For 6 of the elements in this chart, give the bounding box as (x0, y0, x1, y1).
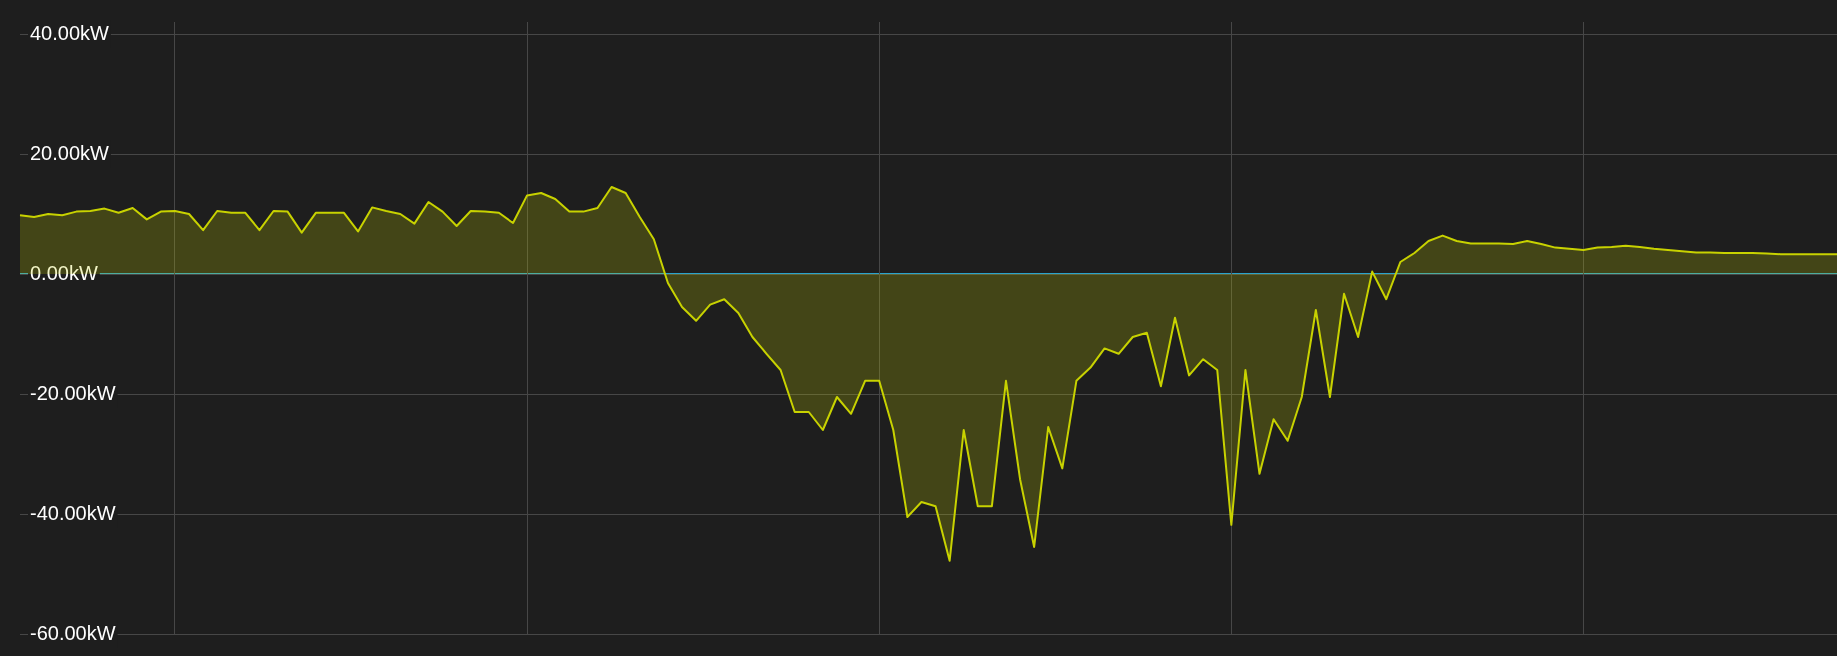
y-tick-label: 40.00kW (30, 21, 110, 44)
y-tick-label: 20.00kW (30, 141, 110, 164)
y-tick-label: -20.00kW (30, 381, 116, 404)
y-tick-label: 0.00kW (30, 261, 98, 284)
y-tick-label: -60.00kW (30, 621, 116, 644)
y-tick-label: -40.00kW (30, 501, 116, 524)
